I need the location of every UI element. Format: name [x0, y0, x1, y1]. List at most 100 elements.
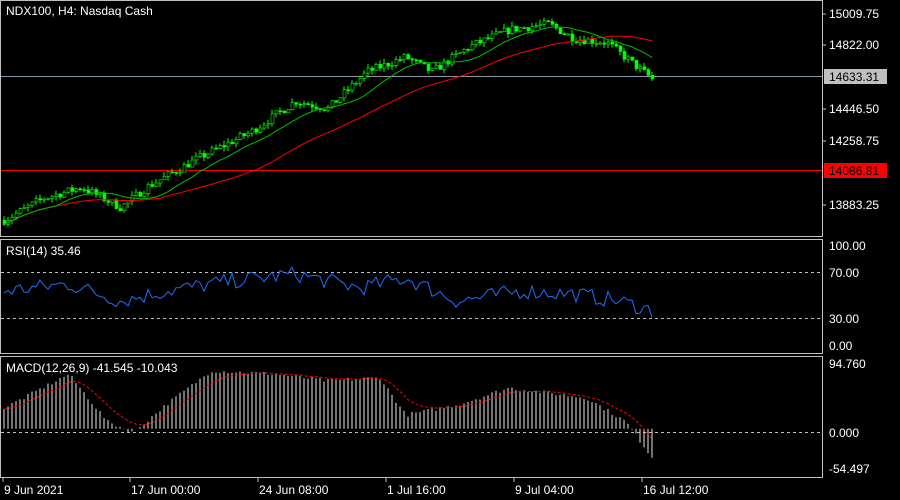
candle-body [106, 200, 111, 203]
macd-tick: 94.760 [829, 357, 866, 371]
candle-body [62, 191, 67, 198]
candle-body [390, 65, 395, 67]
price-panel[interactable] [0, 0, 823, 237]
candle-body [182, 164, 187, 173]
candle-body [362, 72, 367, 79]
fast-moving-average-line [3, 26, 653, 225]
candle-body [342, 89, 347, 99]
candle-body [202, 153, 207, 158]
candle-body [454, 53, 459, 55]
candle-body [650, 75, 655, 80]
candle-body [178, 171, 183, 174]
candle-body [82, 189, 87, 191]
candle-body [486, 37, 491, 40]
candle-body [638, 66, 643, 69]
rsi-tick: 0.00 [829, 339, 853, 353]
candle-body [118, 208, 123, 211]
candle-body [134, 191, 139, 196]
candle-body [38, 198, 43, 201]
candle-body [590, 38, 595, 44]
candle-body [66, 187, 71, 193]
candle-body [538, 23, 543, 26]
candle-body [314, 106, 319, 109]
slow-moving-average-line [3, 35, 653, 225]
price-tick: 15009.75 [829, 7, 879, 21]
candle-body [234, 139, 239, 145]
candle-body [622, 51, 627, 60]
candle-body [42, 198, 47, 201]
candle-body [142, 193, 147, 197]
candle-body [18, 208, 23, 214]
time-tick: 16 Jul 12:00 [643, 483, 709, 497]
candlestick-series [2, 17, 655, 227]
macd-signal-line [3, 372, 653, 440]
candle-body [478, 40, 483, 44]
rsi-tick: 100.00 [829, 239, 866, 253]
rsi-tick: 30.00 [829, 312, 859, 326]
macd-axis: 94.760 0.000 -54.497 [829, 357, 870, 476]
candle-body [290, 102, 295, 110]
candle-body [74, 188, 79, 192]
candle-body [262, 124, 267, 129]
candle-body [122, 203, 127, 211]
rsi-panel[interactable] [0, 239, 823, 354]
candle-body [78, 188, 83, 191]
time-tick: 9 Jul 04:00 [515, 483, 574, 497]
candle-body [54, 193, 59, 197]
candle-body [482, 37, 487, 44]
candle-body [462, 49, 467, 53]
candle-body [230, 141, 235, 145]
candle-body [402, 54, 407, 60]
macd-tick: 0.000 [829, 426, 859, 440]
candle-body [358, 77, 363, 84]
candle-body [58, 193, 63, 198]
candle-body [242, 133, 247, 137]
candle-body [30, 201, 35, 206]
candle-body [386, 62, 391, 67]
candle-body [310, 104, 315, 108]
candle-body [254, 128, 259, 133]
candle-body [86, 189, 91, 194]
time-tick: 24 Jun 08:00 [259, 483, 329, 497]
candle-body [186, 164, 191, 168]
candle-body [518, 27, 523, 32]
candle-body [350, 82, 355, 91]
macd-panel[interactable] [0, 356, 823, 478]
candle-body [450, 54, 455, 65]
candle-body [322, 109, 327, 112]
rsi-line [3, 266, 653, 318]
candle-body [278, 110, 283, 113]
candle-body [530, 26, 535, 31]
candle-body [438, 64, 443, 70]
candle-body [434, 64, 439, 69]
candle-body [98, 192, 103, 195]
candle-body [542, 20, 547, 25]
candle-body [294, 102, 299, 105]
candle-body [206, 153, 211, 158]
candle-body [514, 25, 519, 32]
rsi-axis: 100.00 70.00 30.00 0.00 [829, 239, 866, 353]
candle-body [610, 41, 615, 45]
candle-body [534, 25, 539, 27]
candle-body [346, 89, 351, 92]
candle-body [90, 189, 95, 194]
candle-body [570, 33, 575, 42]
price-tick: 13883.25 [829, 198, 879, 212]
candle-body [646, 69, 651, 76]
candle-body [218, 145, 223, 149]
candle-body [398, 59, 403, 61]
candle-body [470, 44, 475, 51]
candle-body [298, 103, 303, 106]
time-tick: 1 Jul 16:00 [387, 483, 446, 497]
candle-body [370, 67, 375, 71]
time-tick: 9 Jun 2021 [4, 483, 64, 497]
candle-body [410, 58, 415, 61]
candle-body [626, 56, 631, 60]
candle-body [14, 212, 19, 218]
candle-body [94, 189, 99, 195]
candle-body [70, 187, 75, 192]
candle-body [374, 64, 379, 71]
candle-body [558, 27, 563, 35]
macd-panel-title: MACD(12,26,9) -41.545 -10.043 [6, 361, 178, 375]
